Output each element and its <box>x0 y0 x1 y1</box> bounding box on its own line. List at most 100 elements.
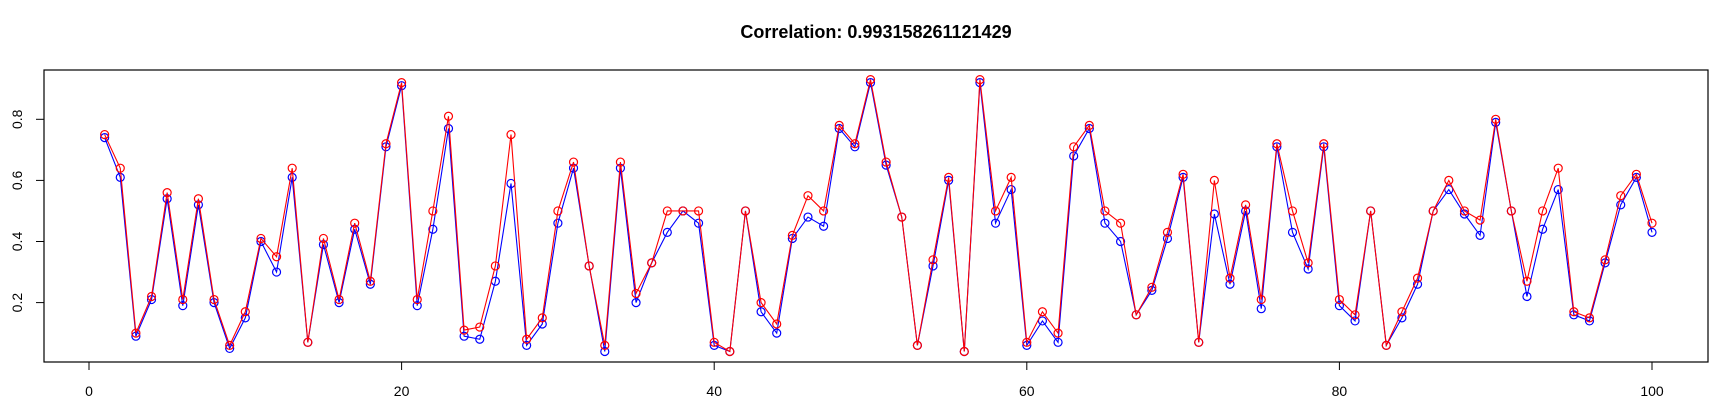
data-point <box>865 78 876 88</box>
data-point <box>1319 142 1329 152</box>
x-tick-label: 60 <box>1019 383 1035 399</box>
data-point <box>1287 227 1298 237</box>
data-point <box>834 120 844 131</box>
data-point <box>631 298 641 308</box>
data-point <box>631 288 641 299</box>
data-point <box>490 261 500 271</box>
data-point <box>600 346 610 357</box>
data-point <box>256 236 266 247</box>
data-point <box>1256 304 1266 314</box>
data-point <box>1584 313 1595 323</box>
data-point <box>365 276 375 286</box>
data-point <box>772 319 782 329</box>
x-tick-label: 40 <box>706 383 722 399</box>
series-line <box>104 82 1653 353</box>
data-point <box>819 206 829 216</box>
data-point <box>693 206 704 216</box>
data-point <box>100 129 110 140</box>
data-point <box>1537 206 1548 216</box>
data-point <box>944 172 954 182</box>
data-point <box>1569 307 1579 317</box>
data-point <box>193 194 204 204</box>
data-point <box>115 163 125 173</box>
series-2 <box>100 74 1657 357</box>
data-point <box>428 206 438 216</box>
data-point <box>350 218 360 228</box>
data-point <box>1444 175 1454 185</box>
data-point <box>819 221 829 231</box>
data-point <box>865 74 876 85</box>
data-point <box>1491 114 1501 124</box>
data-point <box>1037 307 1048 317</box>
data-point <box>1412 273 1423 283</box>
data-point <box>381 139 391 149</box>
data-point <box>1115 218 1126 228</box>
x-tick-label: 20 <box>394 383 410 399</box>
data-point <box>1522 276 1532 286</box>
data-point <box>522 334 532 344</box>
data-point <box>522 340 532 350</box>
data-point <box>1303 264 1313 274</box>
data-point <box>1475 230 1485 240</box>
x-tick-label: 0 <box>85 383 93 399</box>
chart-title: Correlation: 0.993158261121429 <box>740 22 1011 42</box>
data-point <box>1162 233 1173 244</box>
y-tick-label: 0.6 <box>9 170 25 190</box>
data-point <box>475 322 485 332</box>
data-point <box>506 129 516 140</box>
data-point <box>146 291 157 302</box>
data-point <box>271 252 282 262</box>
data-point <box>475 334 485 344</box>
data-point <box>990 206 1001 216</box>
data-point <box>584 261 594 271</box>
data-point <box>1319 139 1329 149</box>
data-point <box>1178 172 1188 182</box>
data-point <box>1115 236 1126 247</box>
data-point <box>1194 337 1204 347</box>
data-point <box>131 328 141 338</box>
data-point <box>1553 184 1563 195</box>
data-point <box>1006 172 1016 182</box>
data-point <box>647 258 657 268</box>
data-point <box>1459 206 1470 216</box>
data-point <box>225 340 235 350</box>
data-point <box>256 233 266 244</box>
data-point <box>881 157 891 167</box>
data-point <box>787 230 797 240</box>
data-point <box>428 224 438 234</box>
data-point <box>1287 206 1298 216</box>
data-point <box>443 123 454 134</box>
x-tick-label: 100 <box>1640 383 1664 399</box>
data-point <box>756 298 766 308</box>
data-point <box>1647 218 1657 228</box>
data-point <box>334 294 344 305</box>
data-point <box>568 157 579 167</box>
data-point <box>1631 172 1641 182</box>
data-point <box>1006 184 1016 195</box>
data-point <box>537 313 547 323</box>
data-point <box>897 212 907 222</box>
data-point <box>1616 200 1626 210</box>
data-point <box>1553 163 1563 173</box>
data-point <box>240 313 250 323</box>
data-point <box>662 206 672 216</box>
data-point <box>1350 310 1360 320</box>
data-point <box>975 74 985 85</box>
data-point <box>1209 209 1219 219</box>
data-point <box>1397 313 1407 323</box>
data-point <box>1131 310 1141 320</box>
data-point <box>1162 227 1173 237</box>
data-point <box>1272 142 1282 152</box>
data-point <box>1225 279 1235 289</box>
data-point <box>615 157 626 167</box>
data-point <box>1053 328 1063 338</box>
data-point <box>1600 255 1610 265</box>
data-point <box>287 163 297 173</box>
data-point <box>725 346 735 357</box>
data-point <box>1147 282 1157 292</box>
data-point <box>100 133 110 143</box>
data-point <box>178 294 188 305</box>
data-point <box>1022 337 1032 347</box>
data-point <box>271 267 282 277</box>
